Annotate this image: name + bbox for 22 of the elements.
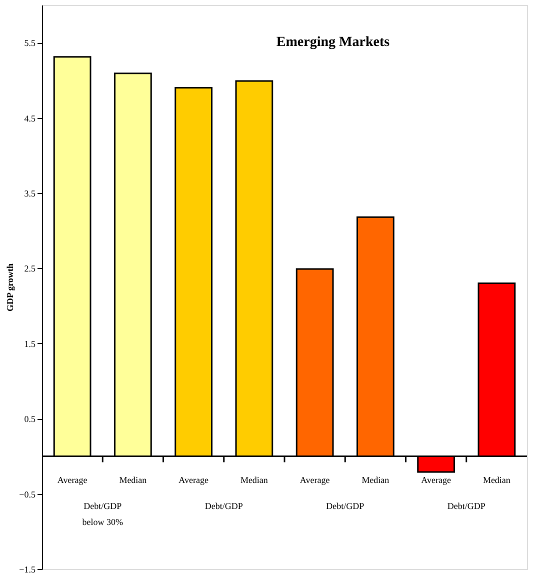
annotation: Debt/GDP (326, 501, 364, 512)
y-tick-label: 5.5 (24, 38, 36, 48)
y-tick-label: 2.5 (24, 264, 36, 274)
annotation: Debt/GDP (447, 501, 486, 512)
annotation: Debt/GDP below 30% (82, 501, 124, 528)
x-tick-label: Median (119, 475, 148, 486)
annotation: Debt/GDP (204, 501, 243, 512)
x-tick-label: Median (482, 475, 511, 486)
x-tick-label: Average (421, 475, 451, 486)
y-tick-label: 0.5 (24, 414, 36, 424)
y-tick-label: 3.5 (24, 188, 36, 198)
x-tick-label: Median (240, 475, 268, 486)
y-tick-label: 1.5 (24, 338, 36, 349)
x-tick-label: Average (57, 475, 88, 486)
x-tick-label: Average (300, 475, 330, 486)
x-tick-label: Average (178, 475, 208, 486)
y-axis-title: GDP growth (5, 263, 16, 312)
x-tick-label: Median (362, 475, 390, 486)
y-tick-label: −0.5 (19, 489, 36, 500)
y-tick-label: −1.5 (19, 564, 36, 574)
y-tick-label: 4.5 (24, 113, 36, 124)
text: Emerging Markets (276, 35, 390, 50)
